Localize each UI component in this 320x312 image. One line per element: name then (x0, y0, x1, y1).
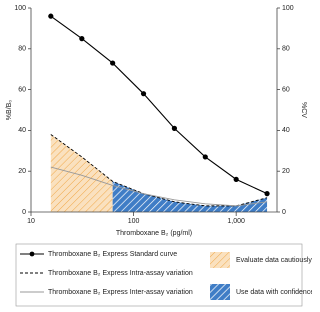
data-point (233, 176, 239, 182)
shaded-region (112, 181, 268, 212)
y2-tick-label: 0 (282, 209, 286, 216)
legend-label: Thromboxane B₂ Express Inter-assay varia… (48, 289, 193, 296)
x-tick-label: 10 (27, 218, 35, 225)
y-tick-label: 100 (14, 5, 26, 12)
legend-marker (29, 251, 35, 257)
y-tick-label: 80 (18, 46, 26, 53)
y2-tick-label: 60 (282, 86, 290, 93)
data-point (140, 91, 147, 97)
y-tick-label: 20 (18, 168, 26, 175)
x-tick-label: 100 (128, 218, 140, 225)
y-tick-label: 40 (18, 127, 26, 134)
y2-tick-label: 20 (282, 168, 290, 175)
data-point (48, 13, 54, 19)
y2-tick-label: 100 (282, 5, 294, 12)
y-tick-label: 60 (18, 86, 26, 93)
series-line (50, 15, 268, 195)
data-point (202, 154, 208, 160)
y-tick-label: 0 (22, 209, 26, 216)
series-line (50, 134, 268, 207)
legend-swatch (210, 252, 230, 268)
y2-tick-label: 80 (282, 46, 290, 53)
data-point (79, 36, 85, 42)
x-axis-title: Thromboxane B₂ (pg/ml) (116, 230, 192, 237)
data-point (264, 191, 270, 197)
chart: %B/B₀ %CV Thromboxane B₂ (pg/ml) 0 20 40 60… (6, 5, 312, 307)
y-axis-title: %B/B₀ (6, 100, 13, 121)
legend-label: Use data with confidence (236, 289, 312, 296)
y2-tick-label: 40 (282, 127, 290, 134)
legend-label: Thromboxane B₂ Express Intra-assay varia… (48, 270, 193, 277)
data-point (171, 125, 178, 131)
legend-label: Thromboxane B₂ Express Standard curve (48, 251, 177, 258)
legend-label: Evaluate data cautiously (236, 257, 312, 264)
x-tick-label: 1,000 (227, 218, 245, 225)
series-line (50, 166, 268, 207)
shaded-region (50, 134, 113, 212)
legend-box (15, 243, 303, 307)
legend-swatch (210, 284, 230, 300)
data-point (110, 60, 116, 66)
y2-axis-title: %CV (300, 102, 307, 118)
